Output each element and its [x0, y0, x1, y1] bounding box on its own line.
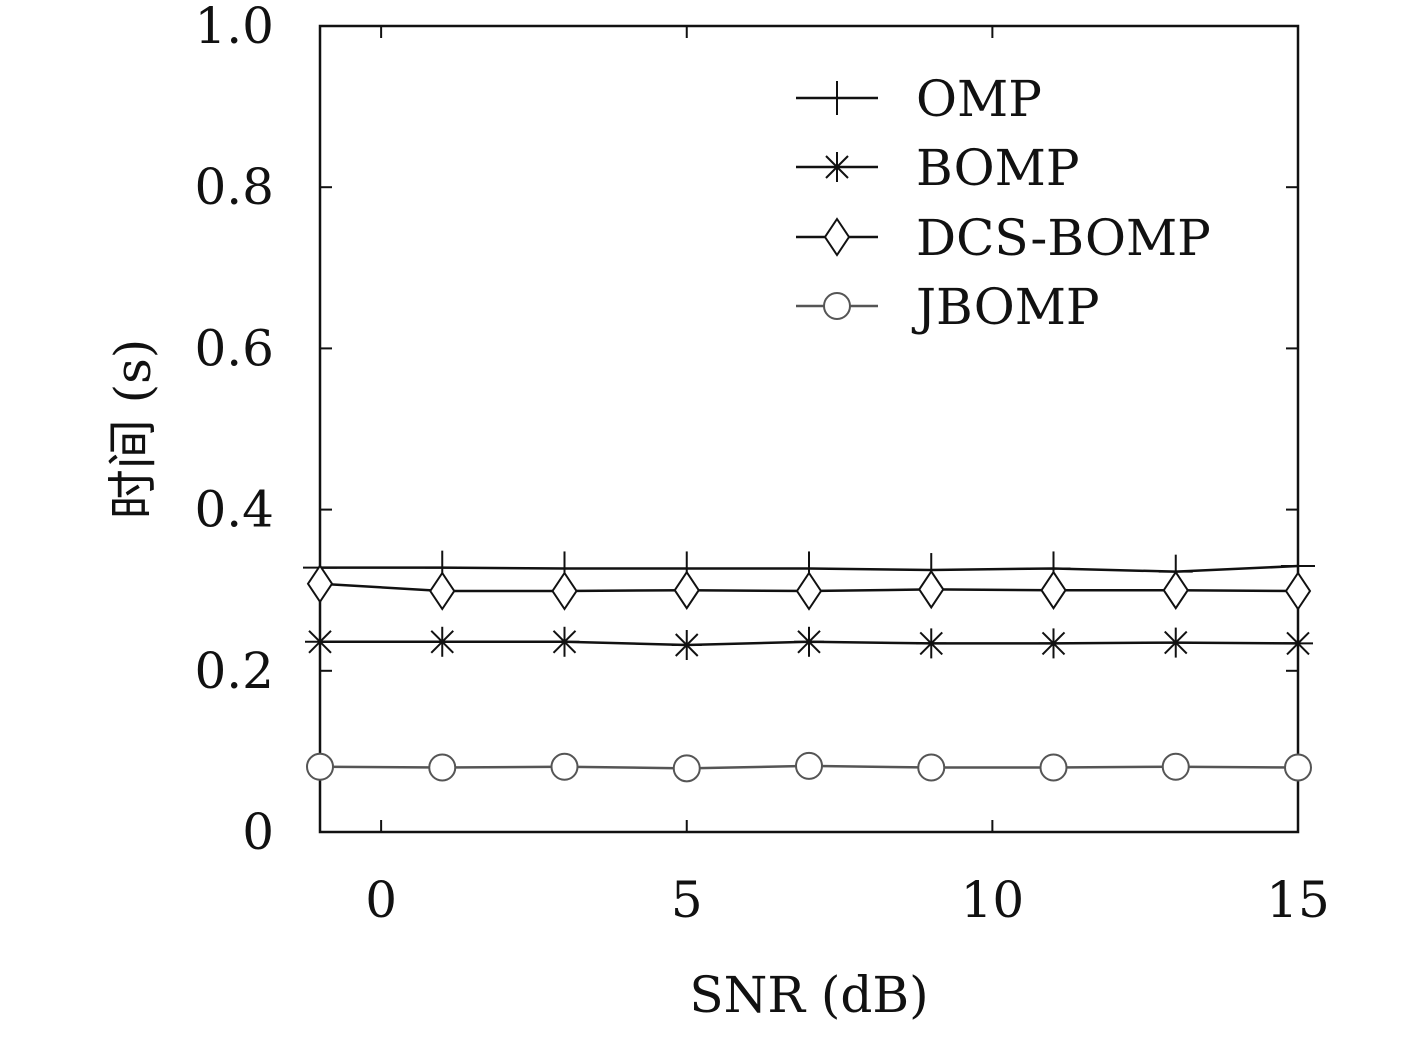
data-point-circle	[1039, 753, 1068, 782]
data-point-diamond	[823, 217, 851, 257]
data-point-plus	[820, 81, 854, 115]
data-point-asterisk	[1038, 628, 1069, 659]
x-tick-label: 15	[1266, 871, 1330, 929]
y-tick-label: 0.2	[194, 642, 274, 700]
data-point-diamond	[306, 563, 334, 604]
data-point-asterisk	[822, 152, 852, 182]
x-axis-title: SNR (dB)	[689, 966, 928, 1024]
data-point-circle	[428, 753, 457, 782]
data-point-asterisk	[427, 626, 458, 657]
data-point-diamond	[918, 569, 945, 610]
data-point-circle	[672, 754, 701, 783]
data-point-diamond	[1284, 571, 1312, 611]
data-point-diamond	[551, 571, 578, 611]
data-point-circle	[550, 752, 579, 781]
data-point-circle	[795, 751, 823, 780]
data-point-diamond	[795, 571, 823, 611]
y-tick-label: 1.0	[194, 0, 274, 55]
data-point-asterisk	[1160, 627, 1191, 658]
plot-frame	[318, 24, 1300, 834]
x-tick-label: 5	[671, 871, 703, 929]
legend-label: JBOMP	[911, 278, 1100, 336]
data-point-circle	[823, 292, 851, 320]
data-point-circle	[917, 753, 946, 782]
x-tick-label: 10	[961, 871, 1025, 929]
data-point-asterisk	[794, 626, 824, 657]
data-point-asterisk	[1283, 628, 1313, 659]
legend: OMP BOMP DCS-BOMP JBOMP	[796, 70, 1211, 336]
data-point-asterisk	[305, 626, 335, 657]
data-point-circle	[1161, 752, 1190, 781]
data-point-circle	[1284, 753, 1312, 782]
axis-ticks: 0 0.2 0.4 0.6 0.8 1.0 0 5 10 15	[194, 0, 1329, 929]
legend-label: OMP	[916, 70, 1042, 128]
series-layer	[303, 549, 1315, 783]
data-point-circle	[306, 752, 334, 781]
legend-label: BOMP	[916, 139, 1080, 197]
data-point-asterisk	[916, 628, 947, 659]
data-point-diamond	[1162, 570, 1189, 611]
data-point-diamond	[429, 571, 456, 611]
data-point-diamond	[1040, 570, 1067, 611]
x-tick-label: 0	[365, 871, 397, 929]
legend-label: DCS-BOMP	[916, 209, 1211, 267]
y-tick-label: 0.6	[194, 319, 274, 377]
data-point-diamond	[673, 570, 700, 611]
y-tick-label: 0	[242, 803, 274, 861]
data-point-asterisk	[671, 630, 702, 661]
y-tick-label: 0.8	[194, 158, 274, 216]
y-tick-label: 0.4	[194, 481, 274, 539]
data-point-asterisk	[549, 626, 580, 657]
y-axis-title: 时间 (s)	[104, 339, 162, 520]
